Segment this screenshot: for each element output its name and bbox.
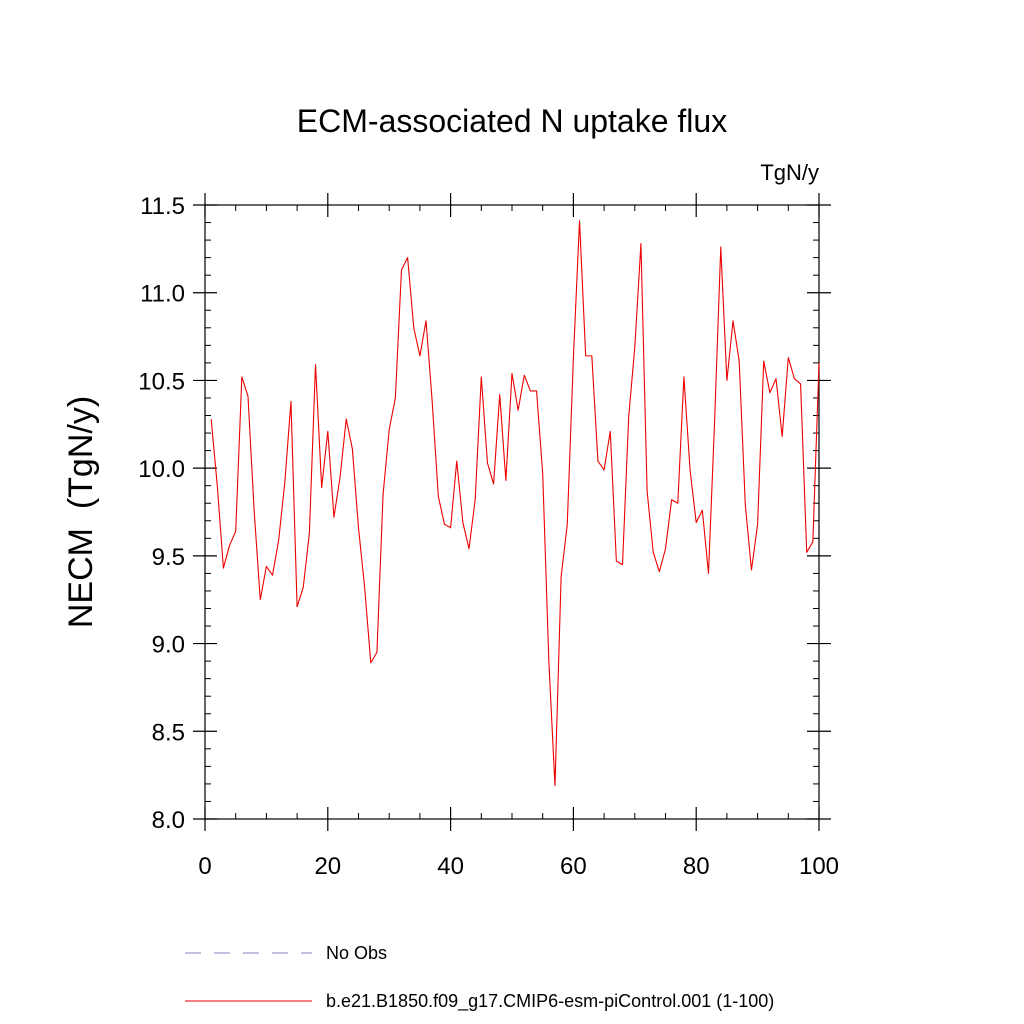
units-label: TgN/y (760, 160, 819, 185)
x-tick-label: 100 (799, 853, 839, 880)
y-tick-label: 11.5 (140, 193, 185, 220)
y-axis-label: NECM (TgN/y) (62, 396, 100, 628)
series-layer (210, 220, 820, 787)
y-tick-label: 9.5 (152, 544, 185, 571)
x-tick-label: 60 (560, 853, 587, 880)
x-tick-label: 20 (314, 853, 341, 880)
axis-ticks (193, 193, 831, 831)
x-tick-label: 80 (683, 853, 710, 880)
legend: No Obs b.e21.B1850.f09_g17.CMIP6-esm-piC… (185, 943, 774, 1012)
y-tick-label: 8.5 (152, 719, 185, 746)
x-tick-label: 0 (198, 853, 211, 880)
plot-frame (204, 204, 820, 820)
y-tick-label: 8.0 (152, 807, 185, 834)
y-tick-label: 11.0 (140, 281, 185, 308)
legend-label-no-obs: No Obs (326, 943, 387, 963)
x-tick-label: 40 (437, 853, 464, 880)
y-tick-label: 10.5 (138, 368, 185, 395)
y-tick-label: 9.0 (152, 632, 185, 659)
chart-title: ECM-associated N uptake flux (297, 103, 727, 139)
legend-label-control: b.e21.B1850.f09_g17.CMIP6-esm-piControl.… (326, 991, 774, 1012)
series-line-0 (210, 220, 820, 787)
axis-tick-labels: 0 20 40 60 80 100 8.0 8.5 9.0 9.5 10.0 10.5 11.0 11.5 (138, 193, 839, 880)
y-tick-label: 10.0 (138, 456, 185, 483)
